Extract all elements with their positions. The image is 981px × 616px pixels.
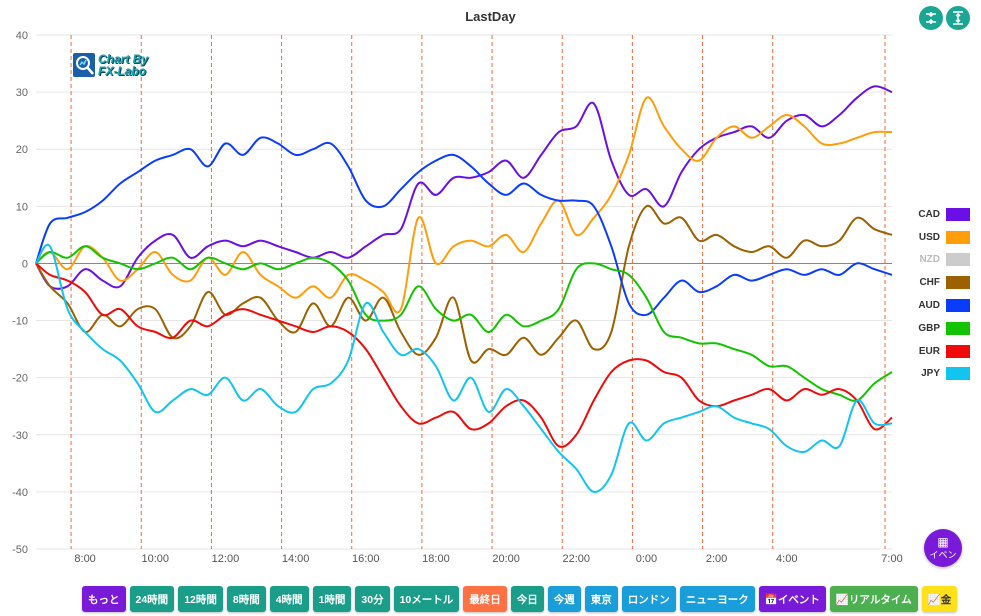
- legend-item-gbp[interactable]: GBP: [880, 317, 970, 340]
- legend-label: USD: [918, 231, 940, 243]
- today-button[interactable]: 今日: [510, 586, 544, 612]
- 30min-button[interactable]: 30分: [355, 586, 390, 612]
- legend-label: JPY: [921, 368, 940, 380]
- legend-swatch: [946, 207, 970, 221]
- x-tick-label: 22:00: [562, 553, 590, 565]
- x-tick-label: 16:00: [352, 553, 380, 565]
- chart-title: LastDay: [465, 9, 516, 24]
- gold-button[interactable]: 📈金: [921, 586, 958, 612]
- x-tick-label: 20:00: [492, 553, 520, 565]
- legend-swatch: [946, 230, 970, 244]
- logo-line2: FX-Labo: [98, 64, 146, 78]
- more-button[interactable]: もっと: [82, 586, 126, 612]
- y-tick-label: -30: [12, 430, 28, 442]
- 10m-button[interactable]: 10メートル: [393, 586, 460, 612]
- 12h-button[interactable]: 12時間: [178, 586, 223, 612]
- event-fab-label: イベン: [929, 549, 957, 560]
- y-tick-label: -50: [12, 544, 28, 556]
- legend-swatch: [946, 367, 970, 381]
- event-fab-button[interactable]: ▦ イベン: [924, 529, 962, 567]
- series-line-cad: [35, 85, 893, 290]
- x-tick-label: 10:00: [142, 553, 170, 565]
- series-line-jpy: [35, 243, 893, 493]
- newyork-button[interactable]: ニューヨーク: [679, 586, 755, 612]
- y-tick-label: -10: [12, 316, 28, 328]
- calendar-icon: ▦: [937, 534, 949, 549]
- legend-item-jpy[interactable]: JPY: [880, 363, 970, 386]
- y-tick-label: 10: [16, 201, 28, 213]
- x-tick-label: 4:00: [776, 553, 797, 565]
- x-tick-label: 0:00: [636, 553, 657, 565]
- y-tick-label: -20: [12, 373, 28, 385]
- y-tick-label: 20: [16, 144, 28, 156]
- chart-logo: Chart By FX-Labo: [73, 53, 148, 77]
- y-tick-label: -40: [12, 487, 28, 499]
- series-line-gbp: [35, 245, 893, 402]
- legend-item-eur[interactable]: EUR: [880, 340, 970, 363]
- collapse-icon[interactable]: [919, 6, 943, 30]
- 4h-button[interactable]: 4時間: [269, 586, 309, 612]
- 1h-button[interactable]: 1時間: [312, 586, 352, 612]
- x-tick-label: 7:00: [881, 553, 902, 565]
- x-tick-label: 2:00: [706, 553, 727, 565]
- y-tick-label: 0: [22, 258, 28, 270]
- legend-swatch: [946, 253, 970, 267]
- legend-label: EUR: [918, 345, 940, 357]
- legend-item-cad[interactable]: CAD: [880, 203, 970, 226]
- event-button[interactable]: 📅イベント: [758, 586, 826, 612]
- logo-icon: [73, 53, 95, 77]
- legend-swatch: [946, 344, 970, 358]
- series-line-usd: [35, 96, 893, 314]
- tokyo-button[interactable]: 東京: [584, 586, 618, 612]
- legend-item-nzd[interactable]: NZD: [880, 249, 970, 272]
- series-line-aud: [35, 136, 893, 317]
- series-line-chf: [35, 204, 893, 364]
- series-line-eur: [35, 262, 893, 448]
- 8h-button[interactable]: 8時間: [226, 586, 266, 612]
- x-tick-label: 14:00: [282, 553, 310, 565]
- legend-label: AUD: [918, 300, 940, 312]
- realtime-button[interactable]: 📈リアルタイム: [829, 586, 918, 612]
- legend-label: GBP: [918, 322, 940, 334]
- y-tick-label: 30: [16, 87, 28, 99]
- y-tick-label: 40: [16, 30, 28, 42]
- range-toolbar: もっと 24時間 12時間 8時間 4時間 1時間 30分 10メートル 最終日 今日 今週 東京 ロン…: [82, 586, 958, 612]
- legend-label: NZD: [919, 254, 940, 266]
- x-tick-label: 18:00: [422, 553, 450, 565]
- legend-item-chf[interactable]: CHF: [880, 271, 970, 294]
- legend-swatch: [946, 299, 970, 313]
- legend-label: CAD: [918, 208, 940, 220]
- legend-item-usd[interactable]: USD: [880, 226, 970, 249]
- this-week-button[interactable]: 今週: [547, 586, 581, 612]
- legend-swatch: [946, 276, 970, 290]
- legend-swatch: [946, 321, 970, 335]
- x-tick-label: 8:00: [74, 553, 95, 565]
- expand-icon[interactable]: [946, 6, 970, 30]
- last-day-button[interactable]: 最終日: [463, 586, 507, 612]
- legend-item-aud[interactable]: AUD: [880, 294, 970, 317]
- legend-label: CHF: [919, 277, 940, 289]
- chart-legend: CAD USD NZD CHF AUD GBP EUR JPY: [880, 203, 970, 385]
- x-tick-label: 12:00: [212, 553, 240, 565]
- logo-line1: Chart By: [98, 52, 149, 66]
- london-button[interactable]: ロンドン: [621, 586, 676, 612]
- 24h-button[interactable]: 24時間: [129, 586, 175, 612]
